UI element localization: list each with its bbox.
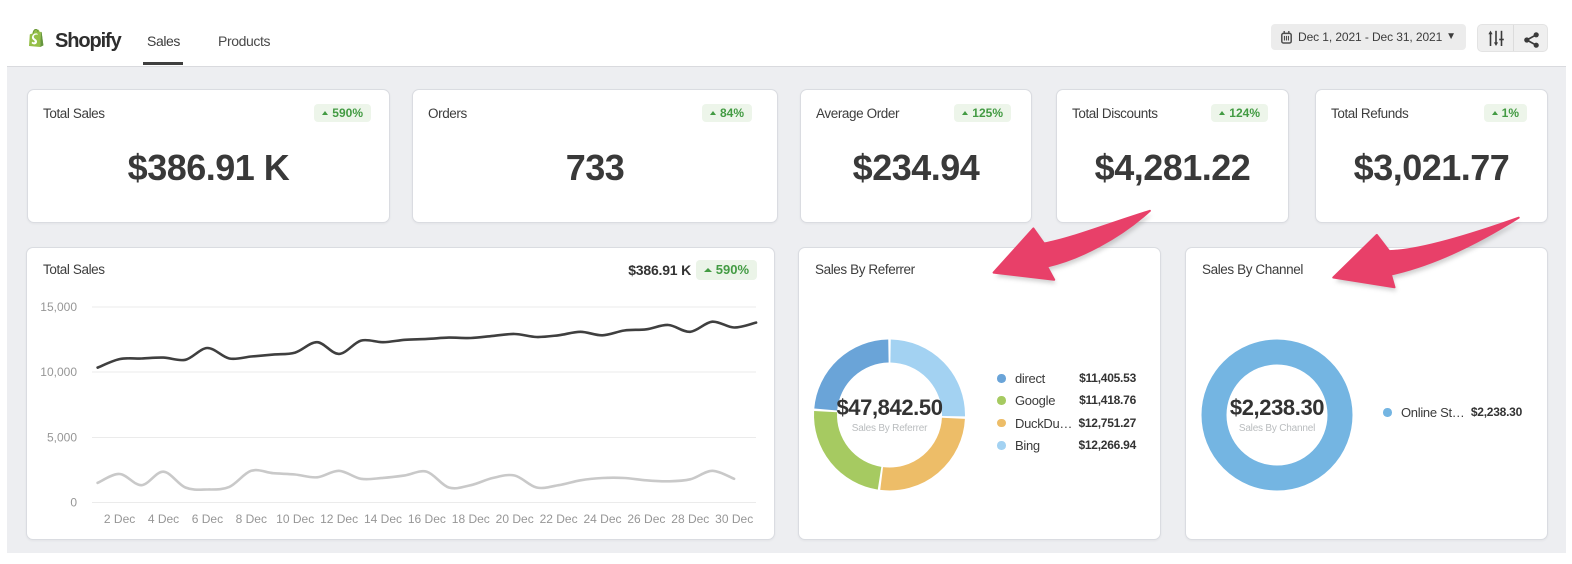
svg-text:12 Dec: 12 Dec bbox=[320, 512, 358, 526]
svg-text:5,000: 5,000 bbox=[47, 431, 77, 445]
svg-text:22 Dec: 22 Dec bbox=[540, 512, 578, 526]
svg-text:15,000: 15,000 bbox=[40, 300, 77, 314]
svg-text:28 Dec: 28 Dec bbox=[671, 512, 709, 526]
svg-text:10,000: 10,000 bbox=[40, 365, 77, 379]
svg-text:24 Dec: 24 Dec bbox=[583, 512, 621, 526]
svg-text:30 Dec: 30 Dec bbox=[715, 512, 753, 526]
svg-text:2 Dec: 2 Dec bbox=[104, 512, 135, 526]
svg-text:18 Dec: 18 Dec bbox=[452, 512, 490, 526]
svg-text:6 Dec: 6 Dec bbox=[192, 512, 223, 526]
svg-text:4 Dec: 4 Dec bbox=[148, 512, 179, 526]
svg-text:20 Dec: 20 Dec bbox=[496, 512, 534, 526]
svg-text:0: 0 bbox=[70, 496, 77, 510]
svg-text:10 Dec: 10 Dec bbox=[276, 512, 314, 526]
svg-text:26 Dec: 26 Dec bbox=[627, 512, 665, 526]
svg-text:14 Dec: 14 Dec bbox=[364, 512, 402, 526]
svg-text:16 Dec: 16 Dec bbox=[408, 512, 446, 526]
svg-text:8 Dec: 8 Dec bbox=[236, 512, 267, 526]
